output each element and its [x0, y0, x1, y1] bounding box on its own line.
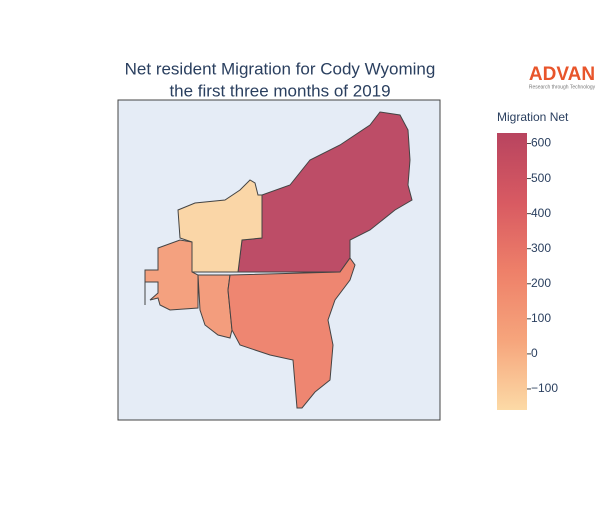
colorbar-tick-label: 500 [531, 171, 551, 185]
region [227, 257, 356, 409]
colorbar-tick-label: −100 [531, 381, 558, 395]
colorbar-tick-label: 600 [531, 136, 551, 150]
colorbar-tick-label: 300 [531, 241, 551, 255]
colorbar [497, 133, 527, 410]
chart-subtitle: the first three months of 2019 [169, 81, 390, 100]
colorbar-tick-label: 0 [531, 346, 538, 360]
region [237, 111, 413, 273]
logo-tagline: Research through Technology [529, 84, 596, 90]
colorbar-tick-label: 200 [531, 276, 551, 290]
chart-title: Net resident Migration for Cody Wyoming [125, 59, 436, 78]
colorbar-title: Migration Net [497, 110, 569, 124]
region [144, 239, 199, 311]
colorbar-tick-label: 400 [531, 206, 551, 220]
colorbar-tick-label: 100 [531, 311, 551, 325]
region [177, 179, 263, 273]
logo: ADVAN [529, 64, 595, 85]
